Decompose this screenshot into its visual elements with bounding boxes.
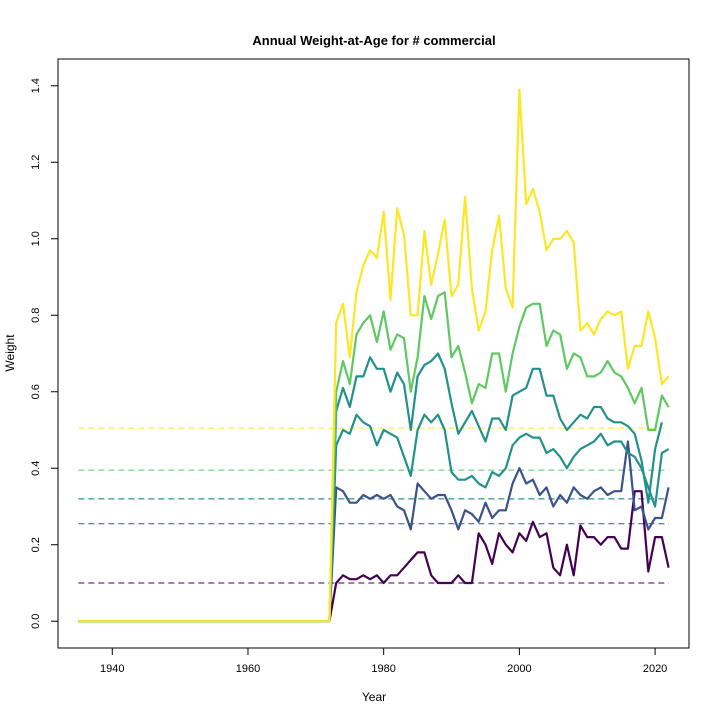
reference-lines: [78, 427, 669, 584]
x-axis: 1940 1960 1980 2000 2020: [100, 647, 667, 675]
series-line-4: [78, 352, 663, 623]
series-line-5: [78, 291, 670, 623]
y-tick-label: 0.4: [30, 461, 42, 476]
series-lines: [78, 88, 670, 623]
chart-title: Annual Weight-at-Age for # commercial: [252, 33, 495, 48]
series-line-1: [78, 490, 670, 623]
x-tick-label: 1940: [100, 663, 124, 675]
series-line-6: [78, 88, 670, 623]
x-tick-label: 2000: [507, 663, 531, 675]
y-tick-label: 1.0: [30, 231, 42, 246]
y-tick-label: 0.6: [30, 384, 42, 399]
series-line-3: [78, 413, 670, 623]
x-tick-label: 1980: [371, 663, 395, 675]
y-tick-label: 0.2: [30, 537, 42, 552]
y-axis: 0.0 0.2 0.4 0.6 0.8 1.0 1.2 1.4: [30, 78, 59, 629]
x-tick-label: 1960: [236, 663, 260, 675]
y-tick-label: 1.4: [30, 78, 42, 93]
y-tick-label: 1.2: [30, 155, 42, 170]
x-axis-label: Year: [362, 690, 386, 704]
series-line-2: [78, 440, 670, 623]
y-tick-label: 0.8: [30, 308, 42, 323]
y-tick-label: 0.0: [30, 614, 42, 629]
y-axis-label: Weight: [3, 334, 17, 372]
x-tick-label: 2020: [643, 663, 667, 675]
